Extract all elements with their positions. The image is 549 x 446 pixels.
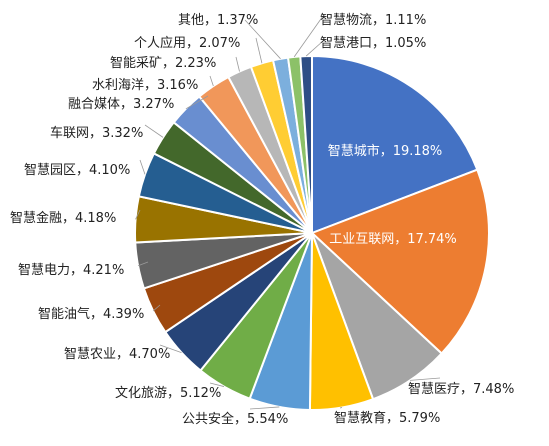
slice-label-15: 智能采矿，2.23%	[110, 56, 216, 71]
slice-label-17: 其他，1.37%	[178, 13, 258, 28]
pie-slice-2	[310, 168, 490, 355]
slice-label-4: 智慧教育，5.79%	[334, 410, 440, 426]
leader-line-14	[209, 75, 214, 87]
slices-layer	[134, 54, 490, 412]
leader-line-15	[235, 56, 240, 72]
leader-line-12	[144, 124, 164, 138]
slice-label-11: 智慧园区，4.10%	[24, 162, 130, 178]
leader-line-3	[410, 377, 441, 381]
pie-slice-1	[311, 54, 479, 235]
slice-label-2: 工业互联网，17.74%	[329, 232, 457, 247]
slice-label-8: 智能油气，4.39%	[38, 306, 144, 322]
slice-label-16: 个人应用，2.07%	[134, 35, 240, 51]
slice-label-1: 智慧城市，19.18%	[328, 143, 443, 159]
leader-lines-layer	[135, 15, 441, 410]
leader-line-9	[137, 261, 149, 267]
slice-label-5: 公共安全，5.54%	[182, 411, 288, 427]
slice-label-6: 文化旅游，5.12%	[115, 386, 221, 401]
slice-label-18: 智慧物流，1.11%	[320, 12, 426, 28]
slice-label-13: 融合媒体，3.27%	[68, 97, 174, 112]
leader-line-10	[135, 209, 141, 220]
leader-line-19	[305, 40, 324, 57]
leader-line-7	[159, 344, 182, 353]
slice-label-7: 智慧农业，4.70%	[64, 346, 170, 362]
leader-line-4	[339, 407, 343, 409]
slice-label-9: 智慧电力，4.21%	[18, 262, 124, 278]
slice-label-10: 智慧金融，4.18%	[10, 210, 116, 226]
slice-label-12: 车联网，3.32%	[50, 125, 143, 141]
leader-line-17	[244, 19, 281, 60]
slice-label-3: 智慧医疗，7.48%	[408, 381, 514, 397]
leader-line-13	[185, 95, 209, 110]
leader-line-6	[209, 382, 225, 387]
slice-label-19: 智慧港口，1.05%	[320, 35, 426, 51]
leader-line-8	[152, 304, 161, 312]
labels-layer: 智慧城市，19.18% 工业互联网，17.74% 智慧医疗，7.48% 智慧教育，5.…	[10, 12, 514, 427]
leader-line-18	[293, 15, 324, 58]
leader-line-16	[255, 37, 263, 64]
leader-line-11	[139, 159, 146, 175]
slice-label-14: 水利海洋，3.16%	[92, 78, 198, 93]
leader-line-5	[249, 406, 280, 410]
